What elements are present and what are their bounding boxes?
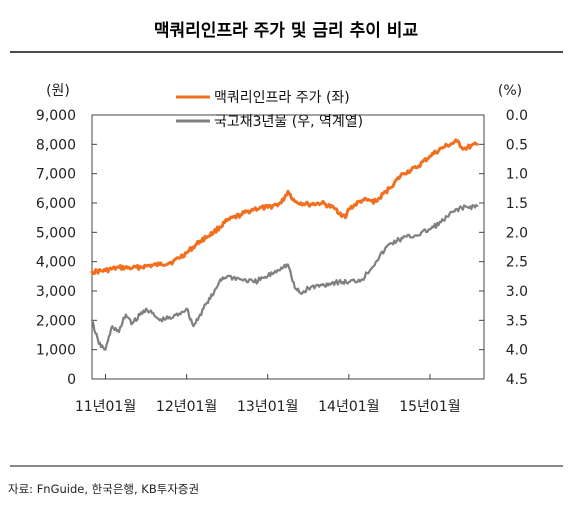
right-tick-label: 1.0: [506, 167, 528, 183]
legend-bond-label: 국고채3년물 (우, 역계열): [214, 114, 363, 130]
left-axis: 0 1,000 2,000 3,000 4,000 5,000 6,000 7,000 8,00…: [36, 108, 97, 388]
right-tick-label: 1.5: [506, 196, 528, 212]
right-tick-label: 0.5: [506, 137, 528, 153]
x-axis: 11년01월 12년01월 13년01월 14년01월 15년01월: [75, 374, 461, 415]
stock-price-line: [90, 138, 479, 275]
left-tick-label: 4,000: [36, 255, 76, 271]
right-tick-label: 4.0: [506, 343, 528, 359]
left-tick-label: 0: [67, 372, 76, 388]
right-tick-label: 2.5: [506, 255, 528, 271]
legend: 맥쿼리인프라 주가 (좌) 국고채3년물 (우, 역계열): [176, 90, 363, 130]
left-tick-label: 7,000: [36, 167, 76, 183]
right-tick-label: 4.5: [506, 372, 528, 388]
x-tick-label: 12년01월: [156, 399, 217, 415]
x-tick-label: 13년01월: [237, 399, 298, 415]
left-tick-label: 6,000: [36, 196, 76, 212]
x-tick-label: 14년01월: [318, 399, 379, 415]
series-layer: [90, 138, 479, 351]
plot-frame: [91, 114, 485, 380]
right-tick-label: 3.5: [506, 313, 528, 329]
left-tick-label: 3,000: [36, 284, 76, 300]
left-tick-label: 5,000: [36, 225, 76, 241]
x-tick-label: 11년01월: [75, 399, 136, 415]
right-axis-unit: (%): [498, 83, 522, 99]
right-tick-label: 2.0: [506, 225, 528, 241]
x-tick-label: 15년01월: [399, 399, 460, 415]
right-tick-label: 3.0: [506, 284, 528, 300]
legend-stock-label: 맥쿼리인프라 주가 (좌): [214, 90, 350, 106]
left-tick-label: 8,000: [36, 137, 76, 153]
left-axis-unit: (원): [46, 83, 70, 99]
bond-yield-line: [90, 204, 479, 351]
right-tick-label: 0.0: [506, 108, 528, 124]
left-tick-label: 2,000: [36, 313, 76, 329]
chart-title: 맥쿼리인프라 주가 및 금리 추이 비교: [154, 21, 419, 41]
source-note: 자료: FnGuide, 한국은행, KB투자증권: [8, 482, 199, 496]
right-axis: 0.0 0.5 1.0 1.5 2.0 2.5 3.0 3.5 4.0 4.5: [479, 108, 528, 388]
left-tick-label: 1,000: [36, 343, 76, 359]
left-tick-label: 9,000: [36, 108, 76, 124]
